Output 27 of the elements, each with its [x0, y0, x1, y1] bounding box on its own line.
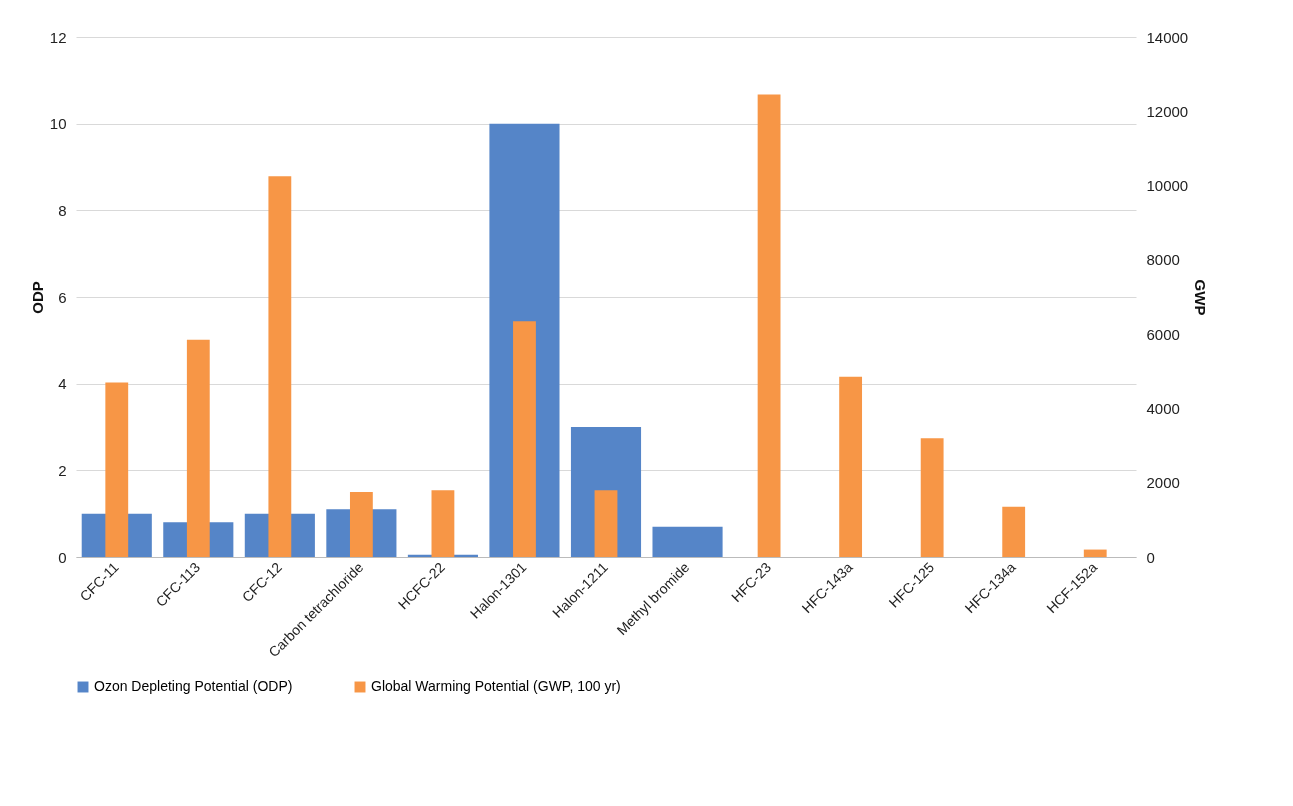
y2-tick-label: 0 [1146, 548, 1155, 566]
y2-tick-label: 12000 [1146, 102, 1189, 120]
legend-label: Global Warming Potential (GWP, 100 yr) [371, 678, 621, 694]
y2-tick-label: 10000 [1146, 177, 1189, 195]
y2-tick-label: 2000 [1146, 474, 1180, 492]
bar [652, 526, 723, 557]
y-tick-label: 0 [58, 548, 67, 566]
bar [594, 490, 618, 557]
y-tick-label: 12 [49, 28, 67, 46]
bar [839, 376, 863, 557]
bar [1083, 549, 1107, 557]
bar [757, 94, 781, 557]
y-axis-title: ODP [28, 281, 46, 314]
y-tick-label: 4 [58, 375, 67, 393]
bar [920, 438, 944, 557]
y2-axis-title: GWP [1192, 279, 1210, 316]
bar [1002, 506, 1026, 557]
y2-tick-label: 6000 [1146, 325, 1180, 343]
y-tick-label: 10 [49, 115, 67, 133]
y-tick-label: 8 [58, 201, 67, 219]
y-tick-label: 2 [58, 461, 67, 479]
y-tick-label: 6 [58, 288, 67, 306]
bar [513, 321, 536, 557]
y2-tick-label: 4000 [1146, 399, 1180, 417]
legend-label: Ozon Depleting Potential (ODP) [94, 678, 293, 694]
y2-tick-label: 8000 [1146, 251, 1180, 269]
y2-tick-label: 14000 [1146, 28, 1189, 46]
